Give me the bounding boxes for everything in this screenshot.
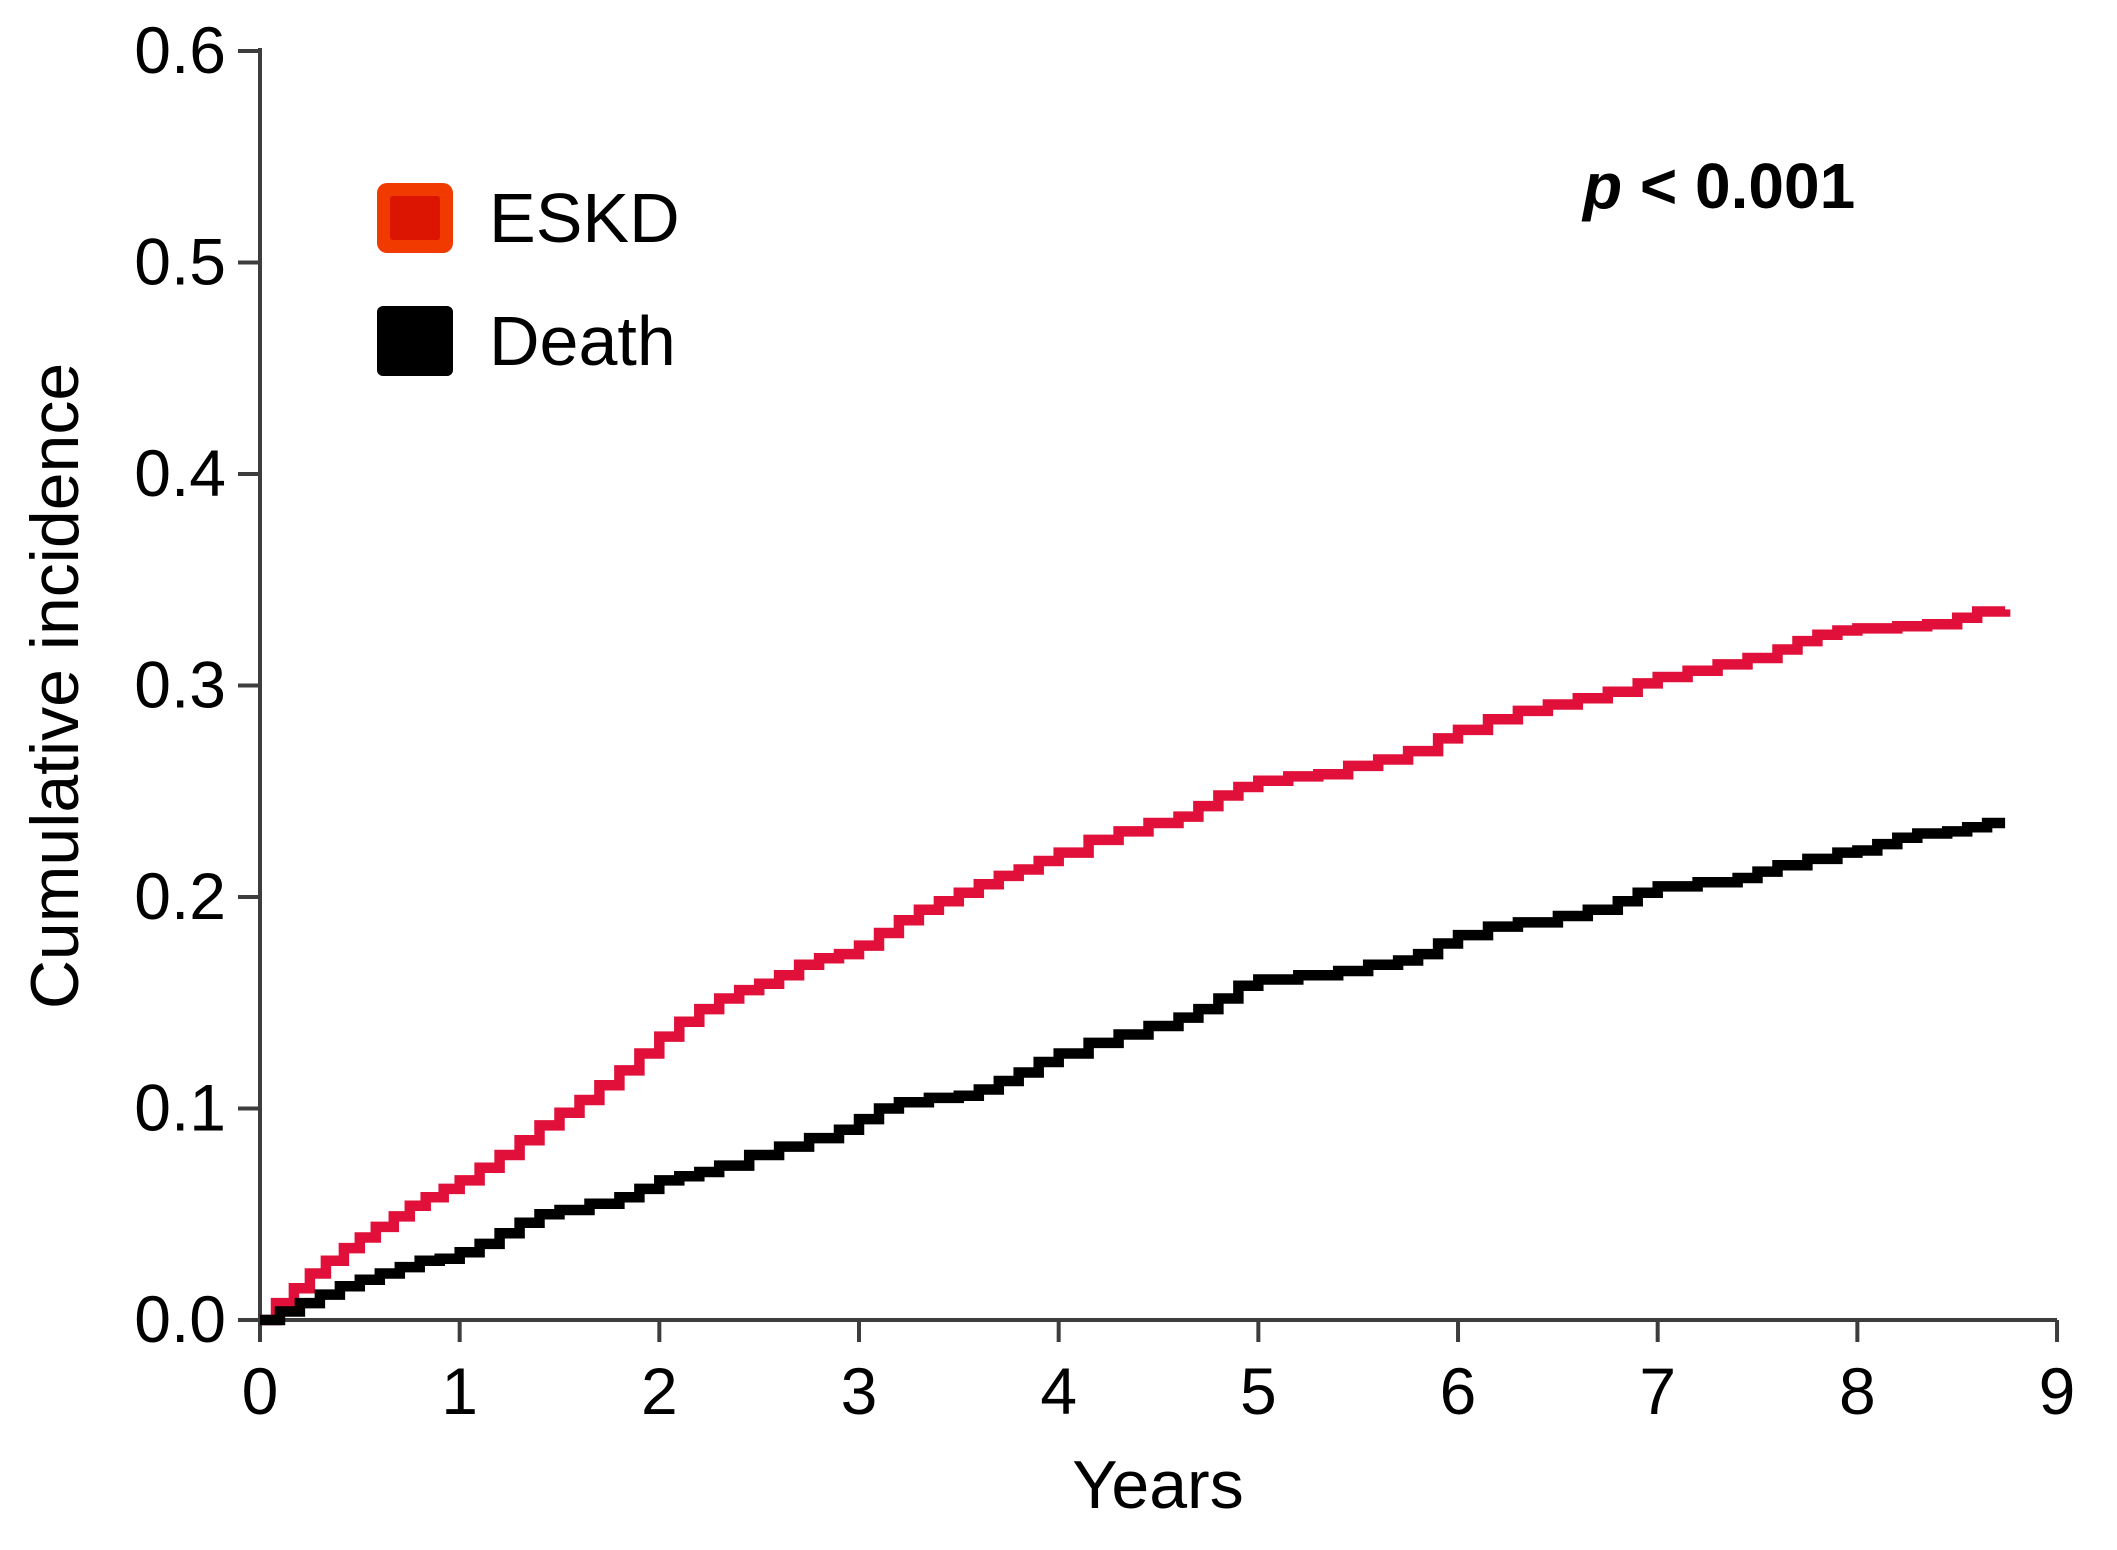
x-axis-title: Years: [1072, 1447, 1243, 1523]
p-symbol: p: [1581, 150, 1622, 222]
y-axis-title: Cumulative incidence: [17, 363, 93, 1009]
x-tick-label-0: 0: [242, 1354, 279, 1428]
x-tick-label-6: 6: [1440, 1354, 1477, 1428]
legend: ESKD Death: [377, 179, 680, 380]
x-tick-label-5: 5: [1240, 1354, 1277, 1428]
x-tick-label-8: 8: [1839, 1354, 1876, 1428]
y-tick-label-0.3: 0.3: [134, 648, 226, 722]
y-tick-label-0.2: 0.2: [134, 859, 226, 933]
eskd-curve: [260, 606, 2011, 1326]
x-tick-label-9: 9: [2039, 1354, 2076, 1428]
legend-swatch-eskd-inner: [390, 196, 440, 240]
tick-labels: 0.0 0.1 0.2 0.3 0.4 0.5 0.6 0 1 2 3 4 5 6 7 8 9: [134, 13, 2075, 1428]
x-tick-label-1: 1: [441, 1354, 478, 1428]
y-tick-label-0.1: 0.1: [134, 1071, 226, 1145]
y-tick-label-0.6: 0.6: [134, 13, 226, 87]
legend-item-death: Death: [377, 302, 676, 380]
p-value-annotation: p < 0.001: [1581, 150, 1855, 222]
p-value-text: < 0.001: [1622, 150, 1855, 222]
x-tick-label-2: 2: [641, 1354, 678, 1428]
x-tick-label-4: 4: [1040, 1354, 1077, 1428]
y-tick-label-0.5: 0.5: [134, 225, 226, 299]
plot-curves: [260, 606, 2011, 1326]
x-tick-label-7: 7: [1639, 1354, 1676, 1428]
y-tick-label-0.0: 0.0: [134, 1282, 226, 1356]
legend-label-death: Death: [489, 302, 676, 380]
death-curve: [260, 817, 2006, 1326]
legend-swatch-death: [377, 306, 453, 376]
legend-item-eskd: ESKD: [377, 179, 680, 257]
x-tick-label-3: 3: [841, 1354, 878, 1428]
legend-label-eskd: ESKD: [489, 179, 680, 257]
y-tick-label-0.4: 0.4: [134, 436, 226, 510]
